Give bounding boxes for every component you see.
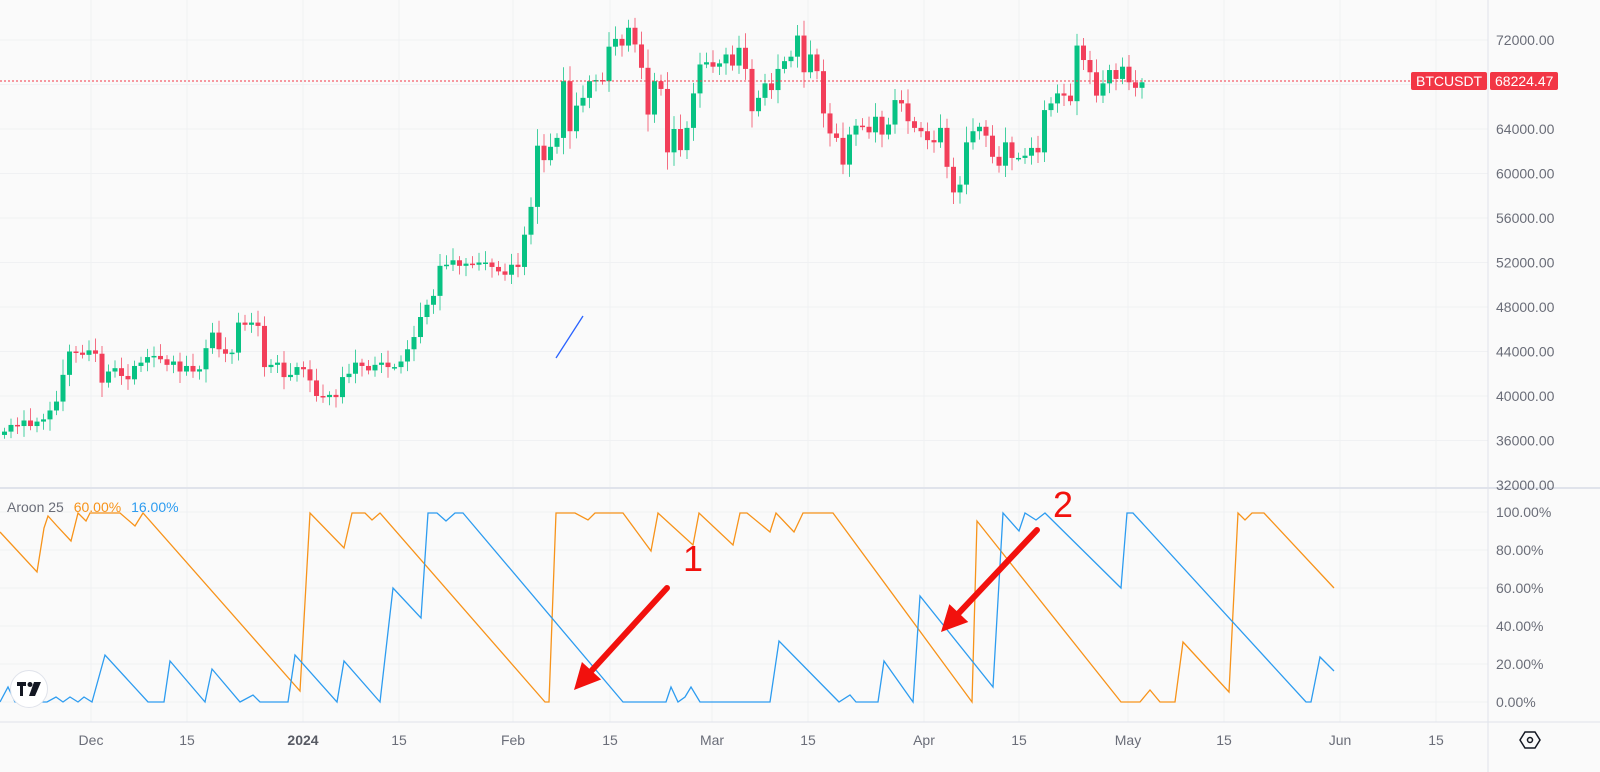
time-tick: Feb [501,732,525,748]
time-tick: 15 [391,732,407,748]
aroon-axis[interactable]: 100.00% 80.00% 60.00% 40.00% 20.00% 0.00% [1496,504,1551,710]
time-tick: Jun [1329,732,1352,748]
annotation-1-label: 1 [683,538,704,579]
price-tick: 48000.00 [1496,299,1555,315]
aroon-tick: 80.00% [1496,542,1543,558]
time-tick: Mar [700,732,724,748]
time-tick: 15 [1011,732,1027,748]
price-tick: 64000.00 [1496,121,1555,137]
annotation-arrows[interactable] [574,527,1040,690]
aroon-tick: 100.00% [1496,504,1551,520]
annotation-2-label: 2 [1053,484,1074,525]
price-tick: 40000.00 [1496,388,1555,404]
time-tick: 15 [1216,732,1232,748]
time-tick: 15 [800,732,816,748]
tradingview-logo[interactable] [10,670,48,708]
aroon-down-value: 16.00% [131,499,179,515]
time-tick: Dec [79,732,104,748]
price-tick: 60000.00 [1496,166,1555,182]
symbol-label: BTCUSDT [1411,72,1488,90]
time-tick: 15 [602,732,618,748]
price-tick: 52000.00 [1496,255,1555,271]
price-tick: 72000.00 [1496,32,1555,48]
time-axis[interactable]: Dec 15 2024 15 Feb 15 Mar 15 Apr 15 May 15 Jun 15 [79,732,1444,748]
price-tick: 32000.00 [1496,477,1555,493]
aroon-tick: 60.00% [1496,580,1543,596]
price-tick: 56000.00 [1496,210,1555,226]
tradingview-logo-icon [17,682,41,696]
aroon-tick: 20.00% [1496,656,1543,672]
aroon-indicator [0,511,1335,704]
indicator-legend[interactable]: Aroon 25 60.00% 16.00% [7,499,185,515]
aroon-up-value: 60.00% [73,499,122,515]
grid [0,0,1488,722]
price-tick: 36000.00 [1496,433,1555,449]
settings-icon[interactable] [1518,728,1542,752]
time-tick: Apr [913,732,935,748]
indicator-name: Aroon 25 [7,499,64,515]
time-tick: May [1115,732,1141,748]
last-price-label: 68224.47 [1490,72,1559,90]
price-axis[interactable]: 72000.00 64000.00 60000.00 56000.00 52000.00… [1496,32,1555,493]
aroon-tick: 40.00% [1496,618,1543,634]
price-tick: 44000.00 [1496,344,1555,360]
aroon-tick: 0.00% [1496,694,1536,710]
time-tick: 15 [179,732,195,748]
candlestick-series [2,17,1145,439]
time-tick: 15 [1428,732,1444,748]
time-tick: 2024 [287,732,318,748]
trendline-drawing[interactable] [555,315,584,359]
